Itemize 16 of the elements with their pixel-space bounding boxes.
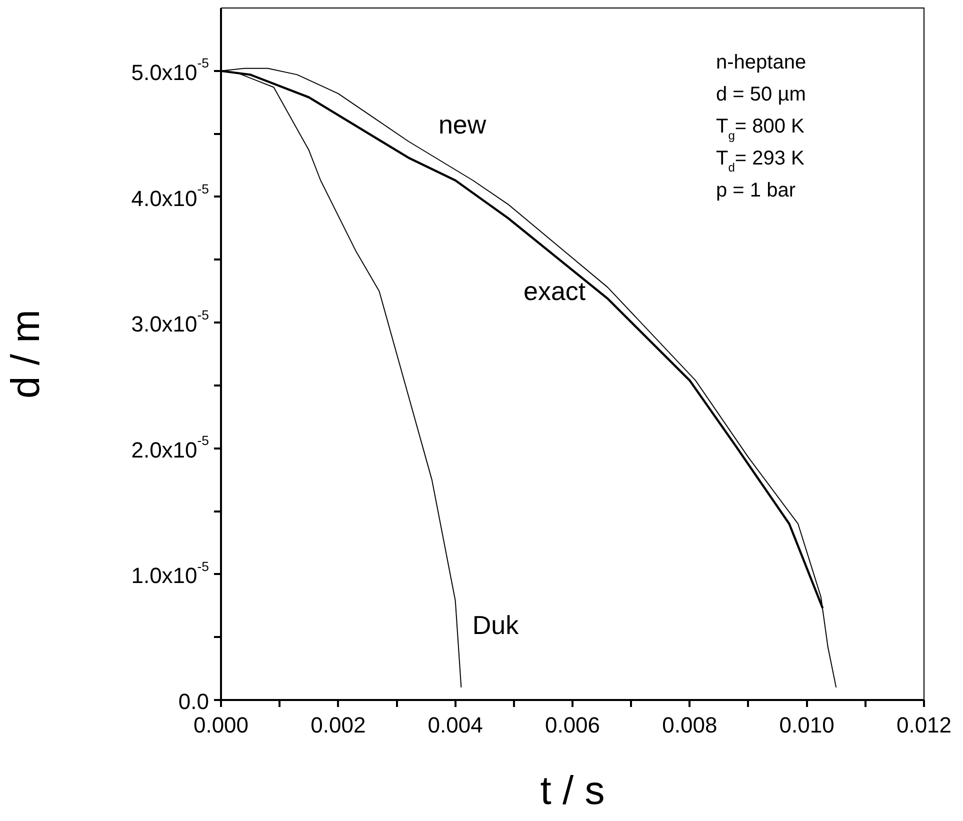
x-tick-label: 0.000 — [193, 712, 249, 738]
series-label: exact — [524, 276, 586, 306]
annotation: n-heptane — [716, 52, 806, 74]
x-tick-label: 0.004 — [428, 712, 483, 738]
y-axis-title: d / m — [4, 310, 48, 398]
x-tick-label: 0.008 — [662, 712, 718, 738]
series-label: Duk — [472, 610, 520, 640]
x-axis-title: t / s — [540, 769, 605, 814]
y-tick-label: 0.0 — [178, 689, 210, 714]
annotation: d = 50 µm — [716, 84, 806, 106]
annotation: p = 1 bar — [716, 180, 796, 202]
x-tick-label: 0.010 — [779, 712, 834, 738]
x-tick-label: 0.006 — [544, 712, 600, 738]
series-label: new — [438, 110, 486, 140]
x-tick-label: 0.002 — [310, 712, 366, 738]
x-tick-label: 0.012 — [896, 712, 952, 738]
